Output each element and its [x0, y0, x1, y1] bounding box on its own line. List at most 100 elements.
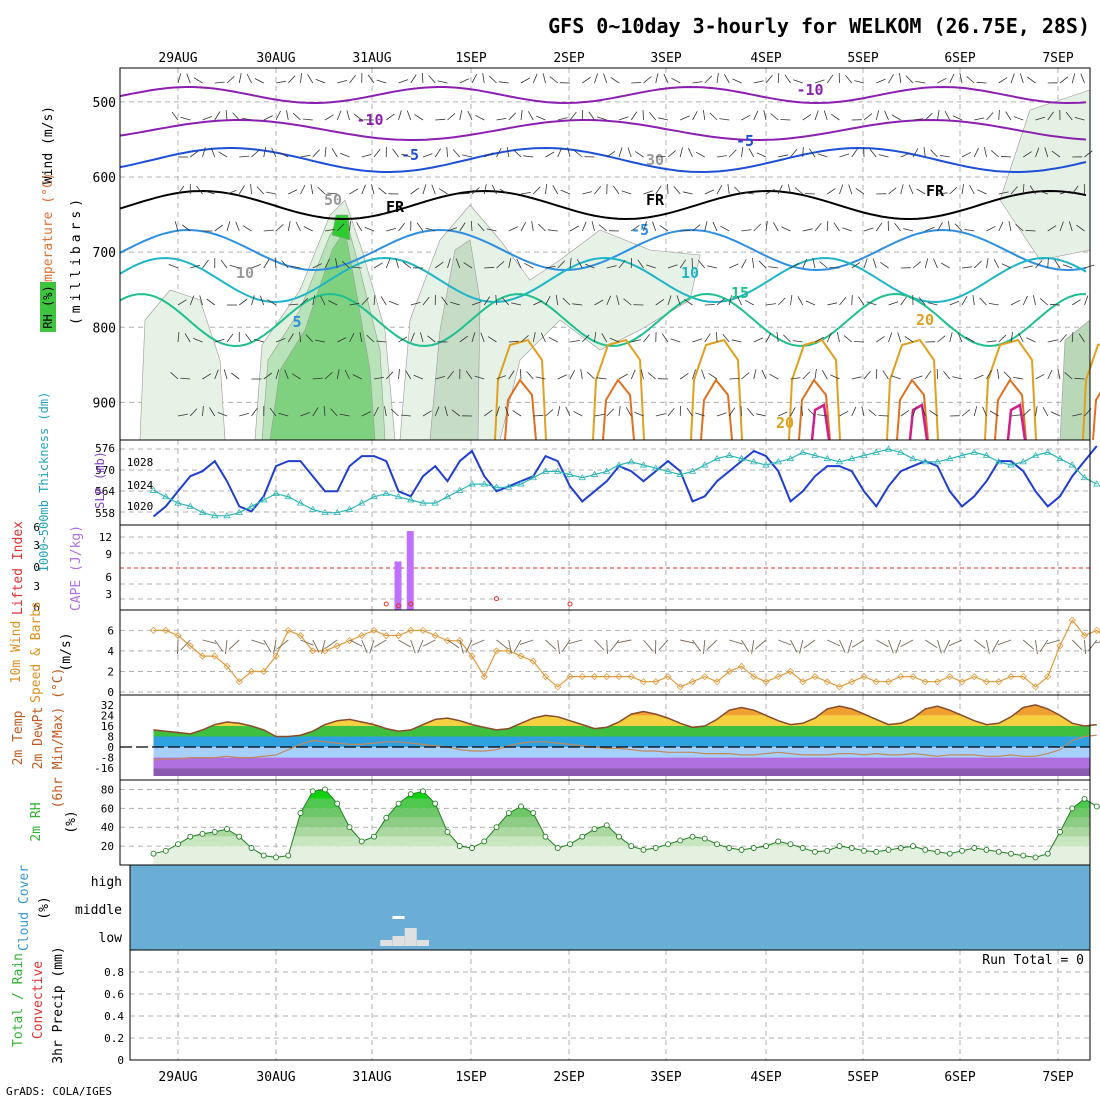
wind-barb	[934, 259, 938, 268]
wind-barb	[1060, 77, 1068, 83]
wind10-barb	[791, 640, 798, 652]
wind-barb	[917, 189, 926, 194]
wind-barb	[635, 151, 643, 157]
li-tick-label: 0	[33, 561, 40, 574]
wind-barb	[417, 223, 423, 231]
wind-barb	[803, 147, 804, 157]
rh2m-point	[592, 827, 597, 832]
wind10-barb	[264, 640, 271, 652]
wind-barb	[757, 153, 766, 157]
wind-barb	[276, 224, 283, 231]
wind-barb	[264, 116, 273, 120]
rh2m-point	[433, 801, 438, 806]
wind-barb	[453, 150, 460, 158]
date-label-top: 30AUG	[256, 51, 295, 66]
wind-barb	[1072, 300, 1080, 305]
wind-barb	[264, 147, 266, 157]
rh-band	[120, 827, 1090, 836]
rh2m-point	[176, 842, 181, 847]
rh2m-point	[310, 789, 315, 794]
wind-barb	[980, 298, 987, 305]
wind-barb	[977, 82, 987, 83]
wind-barb	[520, 369, 521, 379]
wind-barb	[350, 189, 359, 194]
wind-barb	[538, 224, 545, 231]
wind10-barb	[229, 640, 239, 650]
rh-tick-label: 20	[101, 840, 114, 853]
wind-barb	[587, 372, 594, 379]
wind-barb	[169, 264, 178, 268]
rh-band	[120, 808, 1090, 817]
rh2m-point	[151, 851, 156, 856]
wind-barb	[680, 373, 688, 379]
low-cloud-bar	[417, 940, 429, 946]
wind-barb	[974, 375, 983, 379]
wind-barb	[460, 79, 469, 83]
wind-barb	[987, 258, 989, 268]
rh2m-point	[849, 846, 854, 851]
wind-barb	[492, 185, 496, 194]
wind-barb	[172, 112, 178, 120]
wind-barb	[781, 227, 790, 231]
wind-barb	[889, 188, 897, 194]
wind10-barb	[778, 640, 791, 645]
wind10-barb	[350, 640, 363, 646]
wind-barb	[842, 228, 851, 231]
rh2m-point	[1094, 804, 1099, 809]
wind-barb	[386, 228, 396, 231]
wind10-barb	[1036, 640, 1038, 654]
wind-barb	[876, 336, 884, 342]
rh-tick-label: 60	[101, 802, 114, 815]
rh2m-point	[874, 849, 879, 854]
wind-barb	[717, 413, 727, 416]
rh2m-point	[408, 792, 413, 797]
li-point	[384, 602, 388, 606]
wind-barb	[880, 262, 888, 268]
wind-barb	[1048, 370, 1052, 379]
wind-barb	[674, 186, 680, 194]
wind-barb	[1085, 296, 1088, 305]
wind-barb	[729, 150, 736, 157]
wind-barb	[239, 413, 249, 416]
wind-barb	[873, 259, 876, 269]
wind-barb	[243, 226, 252, 231]
rh2m-point	[923, 847, 928, 852]
rh2m-point	[531, 811, 536, 816]
wind-barb	[901, 410, 909, 416]
wind-barb	[803, 259, 807, 268]
wind-barb	[432, 185, 435, 194]
wind-tick-label: 4	[107, 645, 114, 658]
wind10-barb	[1085, 640, 1086, 654]
wind-barb	[276, 111, 281, 120]
wind-barb	[879, 155, 889, 157]
wind-barb	[668, 408, 674, 416]
wind10-barb	[471, 640, 484, 646]
wind-barb	[570, 112, 576, 120]
wind-barb	[658, 118, 668, 120]
wind-barb	[962, 184, 964, 194]
rh2m-point	[482, 839, 487, 844]
wind-barb	[964, 229, 974, 231]
upper-temp-label: Temperature (°C)	[41, 172, 56, 297]
rh2m-point	[568, 842, 573, 847]
wind-barb	[864, 259, 867, 269]
wind-barb	[698, 260, 704, 268]
wind-barb	[952, 377, 962, 379]
rh-tick-label: 80	[101, 783, 114, 796]
wind-barb	[301, 73, 302, 83]
rh2m-point	[445, 829, 450, 834]
wind-barb	[438, 81, 448, 83]
wind-barb	[672, 78, 681, 83]
wind-barb	[514, 150, 521, 157]
wind-barb	[644, 334, 650, 342]
rh2m-point	[212, 829, 217, 834]
rh2m-point	[935, 849, 940, 854]
wind10-barb	[595, 640, 605, 650]
wind-barb	[226, 110, 227, 120]
wind-barb	[925, 113, 932, 120]
rh-shading	[140, 290, 225, 440]
wind-barb	[337, 111, 341, 120]
wind-barb	[368, 75, 374, 83]
wind-barb	[423, 154, 432, 157]
